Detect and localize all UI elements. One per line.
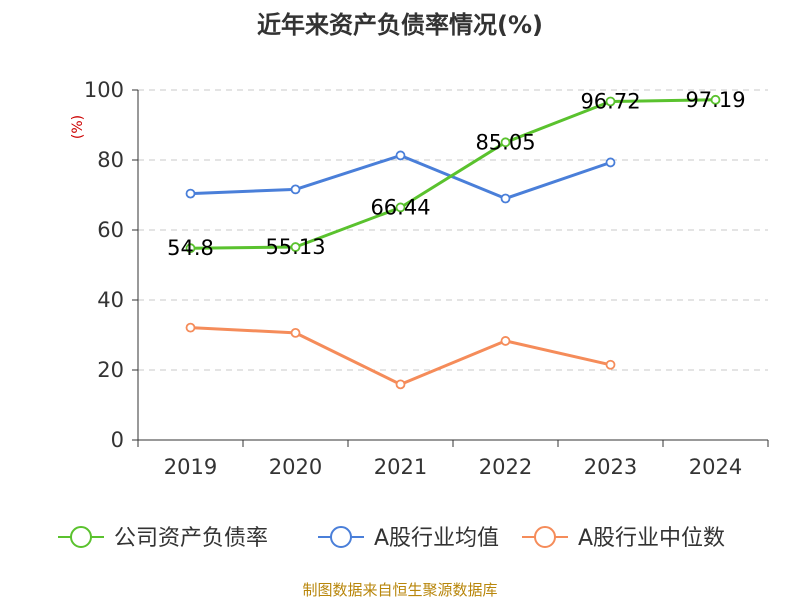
point-0-2021 [395, 202, 406, 213]
point-0-2023 [605, 96, 616, 107]
y-tick-label-40: 40 [97, 288, 124, 312]
point-2-2019 [185, 322, 196, 333]
series-line-0 [190, 98, 716, 250]
y-tick-label-60: 60 [97, 218, 124, 242]
point-1-2019 [185, 188, 196, 199]
data-label-2024: 97.19 [685, 88, 745, 112]
x-tick-label-2020: 2020 [269, 455, 322, 479]
x-tick-label-2019: 2019 [164, 455, 217, 479]
point-2-2021 [395, 379, 406, 390]
data-label-2021: 66.44 [370, 195, 430, 219]
point-1-2021 [395, 150, 406, 161]
point-1-2020 [290, 184, 301, 195]
data-label-2022: 85.05 [475, 130, 535, 154]
legend-marker-1 [330, 526, 352, 548]
point-0-2020 [290, 242, 301, 252]
source-note: 制图数据来自恒生聚源数据库 [302, 581, 497, 599]
data-label-2023: 96.72 [580, 89, 640, 113]
chart-title: 近年来资产负债率情况(%) [257, 11, 543, 39]
series-line-1 [190, 154, 611, 200]
x-tick-label-2023: 2023 [584, 455, 637, 479]
legend-label-2: A股行业中位数 [578, 526, 725, 551]
axes: 0 20 40 60 80 100 2019 2020 2021 2022 2023 2024 [84, 78, 769, 479]
series-layer [185, 94, 721, 390]
legend-label-1: A股行业均值 [374, 526, 499, 551]
grid-lines [138, 89, 768, 371]
legend: 公司资产负债率 A股行业均值 A股行业中位数 [58, 526, 725, 551]
data-labels: 54.8 55.13 66.44 85.05 96.72 97.19 [167, 88, 745, 260]
x-tick-label-2024: 2024 [689, 455, 742, 479]
data-label-2020: 55.13 [265, 235, 325, 259]
point-1-2023 [605, 157, 616, 168]
y-tick-label-80: 80 [97, 148, 124, 172]
point-2-2022 [500, 336, 511, 346]
x-tick-label-2021: 2021 [374, 455, 427, 479]
series-line-2 [190, 326, 611, 386]
point-2-2023 [605, 359, 616, 370]
point-2-2020 [290, 327, 301, 338]
point-0-2019 [185, 243, 196, 254]
y-axis-label: (%) [70, 115, 86, 139]
data-label-2019: 54.8 [167, 236, 214, 260]
legend-marker-2 [534, 526, 556, 548]
legend-marker-0 [70, 526, 92, 548]
point-0-2024 [710, 94, 721, 105]
point-1-2022 [500, 193, 511, 204]
y-tick-label-20: 20 [97, 358, 124, 382]
y-tick-label-0: 0 [111, 428, 124, 452]
point-0-2022 [500, 137, 511, 148]
legend-label-0: 公司资产负债率 [114, 526, 268, 551]
x-tick-label-2022: 2022 [479, 455, 532, 479]
y-tick-label-100: 100 [84, 78, 124, 102]
